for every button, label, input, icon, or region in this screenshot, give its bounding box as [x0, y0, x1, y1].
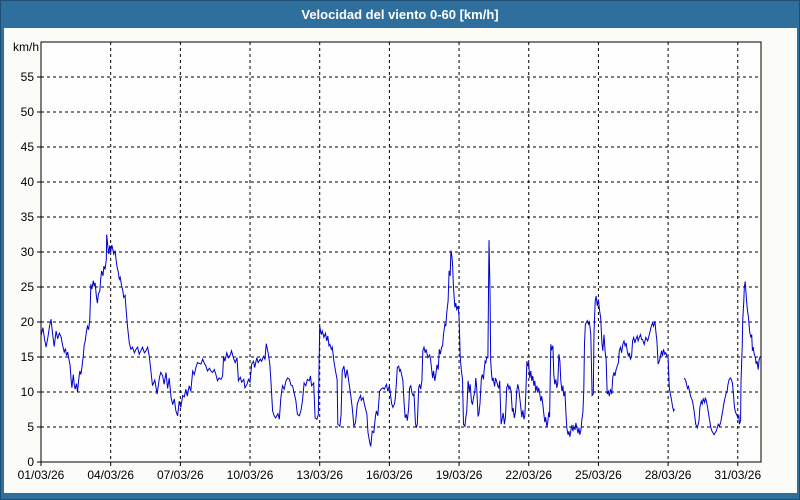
y-tick-label: 5	[27, 420, 34, 434]
x-tick-label: 10/03/26	[227, 468, 274, 482]
x-tick-label: 19/03/26	[436, 468, 483, 482]
x-tick-label: 28/03/26	[645, 468, 692, 482]
y-tick-label: 20	[21, 315, 35, 329]
wind-speed-line	[683, 281, 761, 436]
y-axis-unit-label: km/h	[13, 40, 39, 54]
y-tick-label: 35	[21, 210, 35, 224]
y-tick-label: 30	[21, 245, 35, 259]
x-tick-label: 31/03/26	[714, 468, 761, 482]
x-tick-label: 22/03/26	[505, 468, 552, 482]
x-tick-label: 07/03/26	[157, 468, 204, 482]
y-tick-label: 55	[21, 70, 35, 84]
x-tick-label: 16/03/26	[366, 468, 413, 482]
y-tick-label: 50	[21, 105, 35, 119]
y-tick-label: 40	[21, 175, 35, 189]
y-tick-label: 25	[21, 280, 35, 294]
y-tick-label: 15	[21, 350, 35, 364]
title-bar: Velocidad del viento 0-60 [km/h]	[1, 1, 799, 28]
x-tick-label: 25/03/26	[575, 468, 622, 482]
wind-speed-chart: 0 5 10 15 20 25 30 35 40 45 50 55 01/03/26 04/03/26 07…	[13, 40, 762, 482]
wind-speed-line	[40, 234, 675, 448]
bottom-bar	[1, 493, 799, 499]
x-tick-label: 04/03/26	[87, 468, 134, 482]
y-tick-label: 45	[21, 140, 35, 154]
x-tick-label: 13/03/26	[296, 468, 343, 482]
y-tick-label: 10	[21, 385, 35, 399]
chart-title: Velocidad del viento 0-60 [km/h]	[301, 7, 499, 22]
x-tick-label: 01/03/26	[18, 468, 65, 482]
y-tick-label: 0	[27, 455, 34, 469]
chart-canvas: 0 5 10 15 20 25 30 35 40 45 50 55 01/03/26 04/03/26 07…	[4, 28, 797, 495]
